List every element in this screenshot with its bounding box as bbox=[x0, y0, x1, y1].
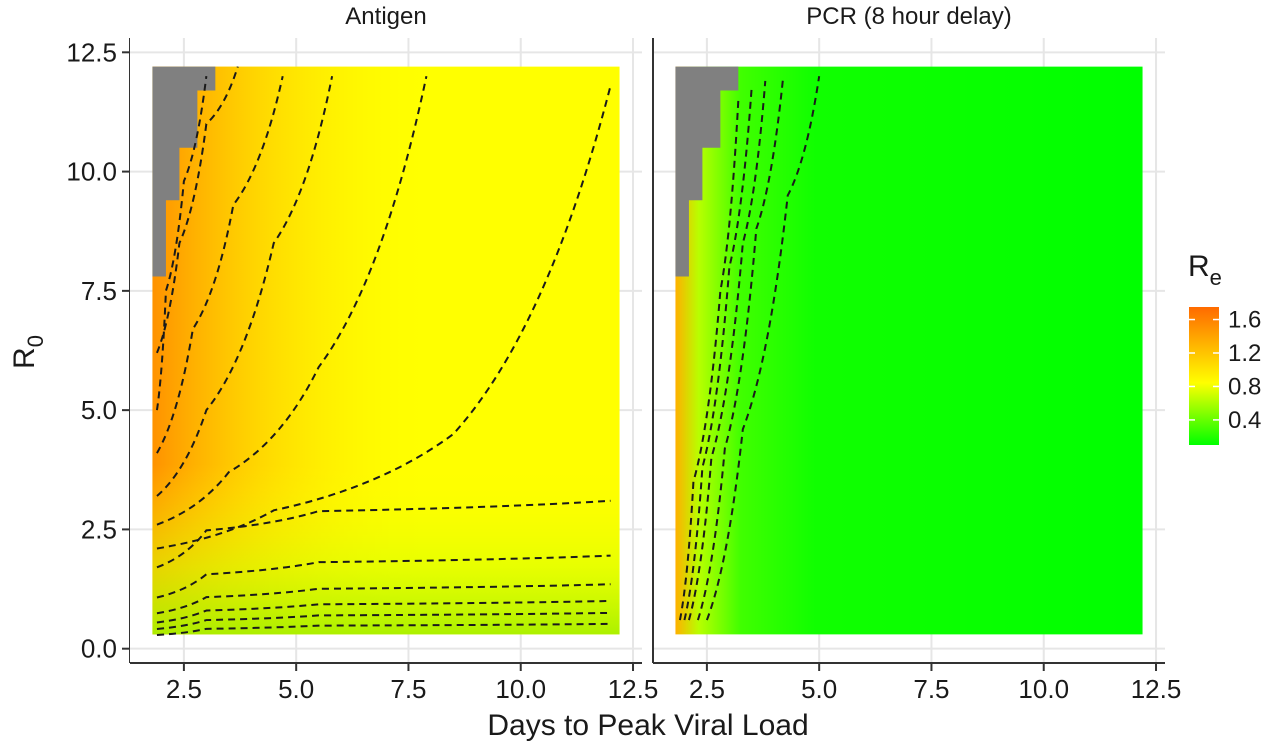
contours-pcr bbox=[678, 76, 821, 621]
y-axis-title: R0 bbox=[8, 335, 48, 369]
x-tick-label: 7.5 bbox=[390, 674, 426, 704]
contours-antigen bbox=[155, 66, 612, 637]
x-tick-label: 10.0 bbox=[1018, 674, 1069, 704]
contour-line bbox=[156, 75, 284, 454]
y-axis: 0.0 2.5 5.0 7.5 10.0 12.5 R0 bbox=[8, 37, 131, 664]
legend-tick-label: 0.8 bbox=[1228, 373, 1261, 400]
contour-line bbox=[696, 76, 785, 621]
contour-line bbox=[705, 76, 821, 621]
contour-line bbox=[156, 66, 239, 354]
x-tick-label: 2.5 bbox=[166, 674, 202, 704]
facet-title-pcr: PCR (8 hour delay) bbox=[806, 3, 1011, 30]
contour-line bbox=[156, 583, 611, 615]
x-tick-label: 10.0 bbox=[495, 674, 546, 704]
contour-line bbox=[156, 499, 611, 569]
missing-region-pcr bbox=[675, 66, 739, 277]
x-axis-title: Days to Peak Viral Load bbox=[487, 709, 808, 742]
y-tick-label: 2.5 bbox=[81, 514, 117, 544]
legend-colorbar bbox=[1189, 307, 1219, 445]
contour-line bbox=[156, 599, 611, 624]
legend: Re 1.6 1.2 0.8 0.4 bbox=[1188, 250, 1261, 445]
contour-line bbox=[156, 554, 611, 599]
panel-antigen: Antigen 2.5 5.0 7.5 10.0 12.5 bbox=[130, 3, 658, 704]
heatmap-antigen-gradient-y bbox=[152, 66, 620, 635]
y-tick-label: 12.5 bbox=[66, 37, 117, 67]
legend-title: Re bbox=[1188, 250, 1222, 290]
x-tick-label: 2.5 bbox=[689, 674, 725, 704]
x-tick-label: 5.0 bbox=[278, 674, 314, 704]
x-tick-label: 5.0 bbox=[801, 674, 837, 704]
x-tick-label: 7.5 bbox=[913, 674, 949, 704]
y-tick-label: 0.0 bbox=[81, 634, 117, 664]
x-tick-label: 12.5 bbox=[1131, 674, 1182, 704]
legend-tick-label: 1.2 bbox=[1228, 340, 1261, 367]
x-tick-label: 12.5 bbox=[608, 674, 659, 704]
contour-line bbox=[156, 75, 334, 497]
panel-pcr: PCR (8 hour delay) 2.5 5.0 7.5 10.0 12.5 bbox=[652, 3, 1182, 704]
y-tick-label: 7.5 bbox=[81, 276, 117, 306]
legend-tick-label: 0.4 bbox=[1228, 407, 1261, 434]
legend-tick-label: 1.6 bbox=[1228, 307, 1261, 334]
contour-line bbox=[156, 622, 611, 637]
contour-line bbox=[678, 99, 740, 621]
missing-region-antigen bbox=[152, 66, 216, 277]
y-tick-label: 5.0 bbox=[81, 395, 117, 425]
contour-line bbox=[156, 611, 611, 631]
y-tick-label: 10.0 bbox=[66, 157, 117, 187]
contour-line bbox=[155, 76, 208, 411]
heatmap-pcr-base bbox=[675, 66, 1143, 635]
contour-line bbox=[156, 85, 612, 550]
facet-title-antigen: Antigen bbox=[345, 3, 426, 30]
contour-line bbox=[683, 85, 753, 621]
